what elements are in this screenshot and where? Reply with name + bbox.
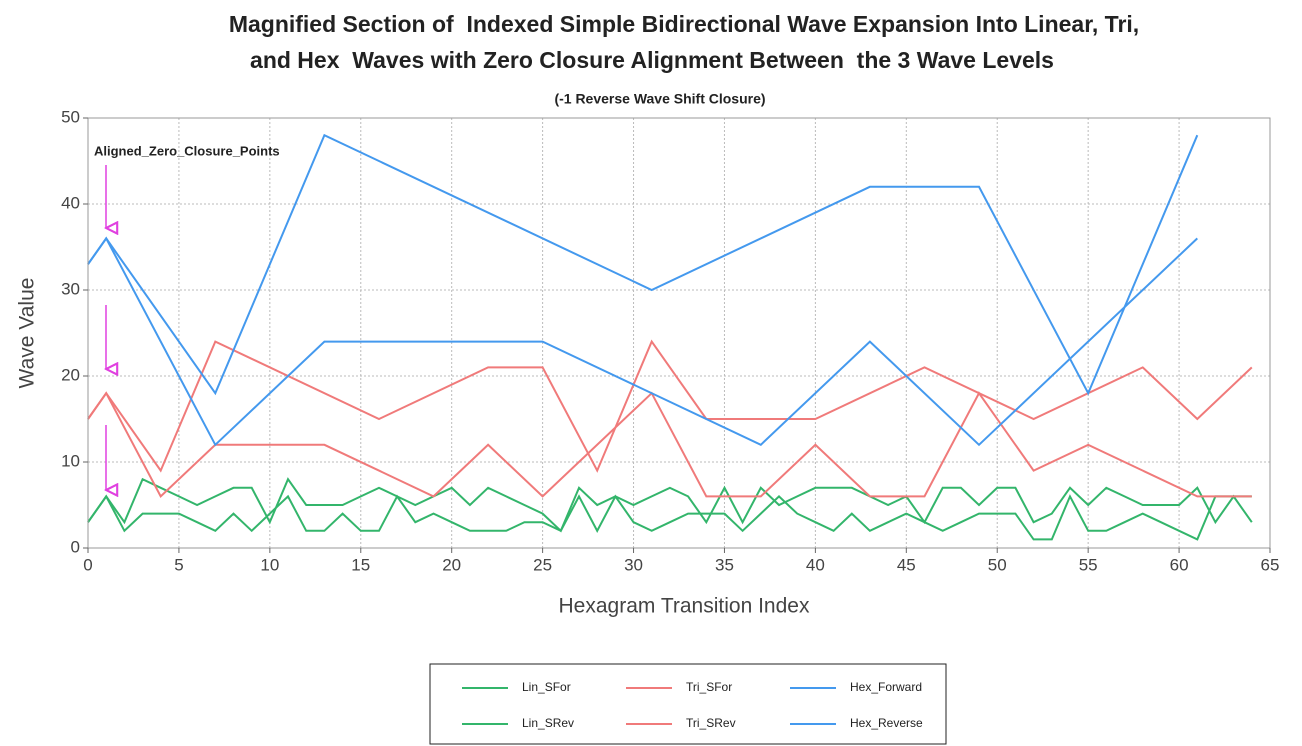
series-line (87, 477, 1253, 533)
x-tick-label: 25 (533, 555, 552, 574)
legend (429, 663, 947, 745)
x-tick-label: 45 (897, 555, 916, 574)
x-tick-label: 10 (260, 555, 279, 574)
x-axis-label: Hexagram Transition Index (559, 595, 810, 618)
series-line (87, 236, 1198, 447)
legend-label: Tri_SFor (686, 680, 732, 694)
x-tick-label: 0 (83, 555, 92, 574)
legend-label: Lin_SRev (522, 716, 574, 730)
x-tick-label: 15 (351, 555, 370, 574)
annotation: Aligned_Zero_Closure_Points (94, 143, 280, 158)
y-tick-label: 0 (71, 537, 80, 556)
y-tick-label: 30 (61, 279, 80, 298)
y-tick-label: 20 (61, 365, 80, 384)
x-tick-label: 50 (988, 555, 1007, 574)
series-line (87, 494, 1252, 541)
y-axis-label: Wave Value (16, 278, 39, 389)
chart-title: and Hex Waves with Zero Closure Alignmen… (250, 47, 1054, 73)
plot-area (87, 117, 1271, 549)
x-tick-label: 60 (1170, 555, 1189, 574)
y-tick-label: 40 (61, 193, 80, 212)
series-line (87, 133, 1199, 396)
legend-label: Lin_SFor (522, 680, 571, 694)
legend-label: Tri_SRev (686, 716, 736, 730)
x-tick-label: 35 (715, 555, 734, 574)
y-tick-label: 50 (61, 107, 80, 126)
series-line (87, 339, 1253, 473)
chart-subtitle: (-1 Reverse Wave Shift Closure) (554, 91, 765, 107)
x-tick-label: 30 (624, 555, 643, 574)
x-tick-label: 55 (1079, 555, 1098, 574)
x-tick-label: 5 (174, 555, 183, 574)
x-tick-label: 20 (442, 555, 461, 574)
series-line (87, 391, 1252, 499)
legend-label: Hex_Forward (850, 680, 922, 694)
x-tick-label: 40 (806, 555, 825, 574)
plot-frame (87, 117, 1271, 549)
chart-title: Magnified Section of Indexed Simple Bidi… (229, 11, 1139, 37)
y-tick-label: 10 (61, 451, 80, 470)
x-tick-label: 65 (1261, 555, 1280, 574)
legend-label: Hex_Reverse (850, 716, 923, 730)
